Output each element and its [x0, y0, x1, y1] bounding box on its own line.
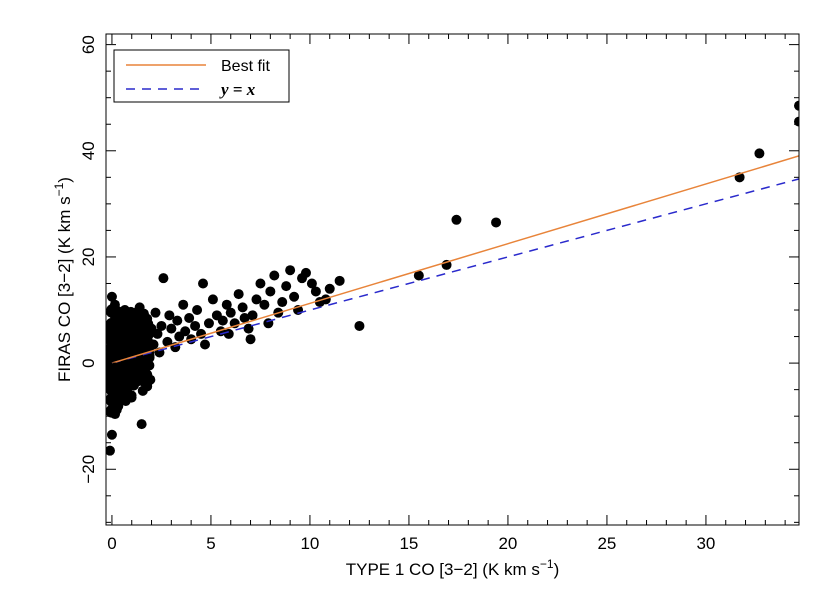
y-tick-label: 40: [79, 141, 98, 160]
data-point: [113, 320, 124, 331]
data-point: [166, 323, 177, 334]
data-point: [251, 294, 262, 305]
x-tick-label: 30: [696, 534, 715, 553]
data-point: [237, 302, 248, 313]
cluster-point: [106, 364, 117, 375]
data-point: [281, 281, 292, 292]
data-point: [174, 331, 185, 342]
data-point: [109, 299, 120, 310]
data-point: [156, 320, 167, 331]
cluster-point: [106, 335, 116, 346]
plot-frame: [105, 33, 800, 526]
data-point: [794, 100, 799, 111]
data-point: [172, 315, 183, 326]
x-tick-label: 20: [498, 534, 517, 553]
data-point: [207, 294, 218, 305]
data-point: [106, 429, 117, 440]
cluster-point: [142, 381, 153, 392]
data-point: [289, 291, 300, 302]
y-tick-label: 60: [79, 35, 98, 54]
data-point: [111, 395, 122, 406]
data-point: [285, 265, 296, 276]
y-tick-label: −20: [79, 455, 98, 484]
data-point: [243, 323, 254, 334]
data-point: [190, 320, 201, 331]
data-point: [491, 217, 502, 228]
data-point: [198, 278, 209, 289]
data-point: [297, 273, 308, 284]
data-point: [164, 310, 175, 321]
data-point: [119, 305, 130, 316]
x-tick-label: 0: [107, 534, 116, 553]
data-point: [178, 299, 189, 310]
data-point: [324, 283, 335, 294]
data-point: [136, 419, 147, 430]
data-point: [233, 289, 244, 300]
data-point: [140, 318, 151, 329]
data-point: [184, 312, 195, 323]
data-point: [116, 339, 127, 350]
data-point: [413, 270, 424, 281]
data-point: [223, 328, 234, 339]
data-point: [110, 384, 121, 395]
data-point: [203, 318, 214, 329]
cluster-point: [128, 380, 139, 391]
data-point: [245, 334, 256, 345]
data-point: [259, 299, 270, 310]
y-tick-label: 0: [79, 358, 98, 367]
legend-best-fit-label: Best fit: [221, 58, 270, 75]
data-point: [310, 286, 321, 297]
identity-line: [111, 178, 799, 364]
x-tick-label: 25: [597, 534, 616, 553]
data-point: [354, 320, 365, 331]
data-point: [255, 278, 266, 289]
data-point: [221, 299, 232, 310]
data-point: [106, 445, 115, 456]
data-point: [158, 273, 169, 284]
data-point: [162, 336, 173, 347]
legend: Best fit y = x: [113, 49, 290, 103]
data-point: [121, 366, 132, 377]
data-point: [106, 291, 117, 302]
data-point: [754, 148, 765, 159]
data-point: [200, 339, 210, 350]
data-point: [211, 310, 222, 321]
data-point: [277, 297, 288, 308]
x-tick-label: 10: [300, 534, 319, 553]
x-axis-label: TYPE 1 CO [3−2] (K km s−1): [346, 557, 560, 579]
data-point: [334, 275, 345, 286]
data-point: [192, 305, 203, 316]
best-fit-line: [111, 155, 799, 364]
data-point: [265, 286, 276, 297]
data-point: [107, 405, 118, 416]
data-point: [269, 270, 280, 281]
x-tick-label: 5: [206, 534, 215, 553]
x-tick-label: 15: [399, 534, 418, 553]
data-point: [144, 352, 155, 363]
data-point: [123, 334, 134, 345]
data-point: [239, 312, 250, 323]
cluster-point: [135, 359, 146, 370]
data-point: [306, 278, 317, 289]
data-point: [150, 307, 161, 318]
data-point: [225, 307, 236, 318]
data-point: [127, 320, 138, 331]
data-point: [134, 302, 145, 313]
data-point: [247, 310, 258, 321]
legend-identity-label: y = x: [219, 80, 256, 99]
y-axis-label: FIRAS CO [3−2] (K km s−1): [52, 177, 74, 382]
data-point: [451, 214, 462, 225]
data-point: [115, 376, 126, 387]
y-tick-label: 20: [79, 247, 98, 266]
legend-box: [113, 49, 290, 103]
